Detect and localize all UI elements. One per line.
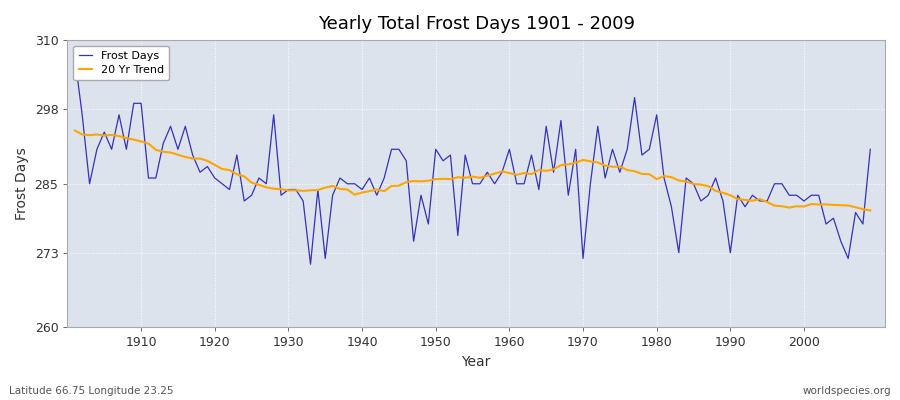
- X-axis label: Year: Year: [462, 355, 490, 369]
- Line: 20 Yr Trend: 20 Yr Trend: [75, 130, 870, 210]
- Text: worldspecies.org: worldspecies.org: [803, 386, 891, 396]
- Title: Yearly Total Frost Days 1901 - 2009: Yearly Total Frost Days 1901 - 2009: [318, 15, 634, 33]
- 20 Yr Trend: [335, 186, 346, 191]
- Frost Days: [511, 181, 522, 186]
- 20 Yr Trend: [865, 208, 876, 213]
- 20 Yr Trend: [497, 169, 508, 174]
- Frost Days: [129, 101, 140, 106]
- Frost Days: [342, 181, 353, 186]
- Frost Days: [291, 187, 302, 192]
- 20 Yr Trend: [291, 188, 302, 193]
- Frost Days: [504, 147, 515, 152]
- Line: Frost Days: Frost Days: [75, 57, 870, 264]
- Y-axis label: Frost Days: Frost Days: [15, 147, 29, 220]
- Frost Days: [69, 55, 80, 60]
- Legend: Frost Days, 20 Yr Trend: Frost Days, 20 Yr Trend: [73, 46, 169, 80]
- Frost Days: [865, 147, 876, 152]
- 20 Yr Trend: [592, 160, 603, 165]
- Frost Days: [305, 262, 316, 267]
- 20 Yr Trend: [129, 137, 140, 142]
- 20 Yr Trend: [504, 171, 515, 176]
- Frost Days: [599, 176, 610, 180]
- Text: Latitude 66.75 Longitude 23.25: Latitude 66.75 Longitude 23.25: [9, 386, 174, 396]
- 20 Yr Trend: [69, 128, 80, 133]
